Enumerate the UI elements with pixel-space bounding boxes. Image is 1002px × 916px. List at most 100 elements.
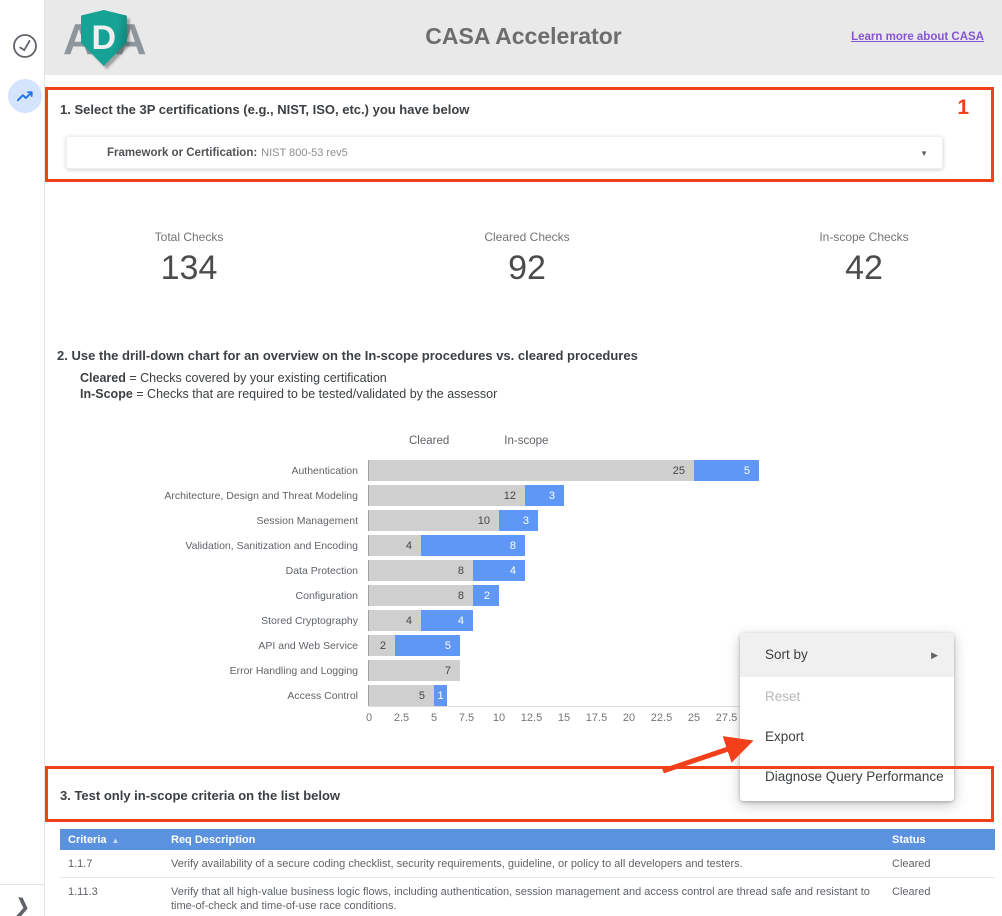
inscope-bar-segment[interactable]: 8 <box>421 535 525 556</box>
scorecard-label: In-scope Checks <box>819 230 909 244</box>
cleared-bar-segment[interactable]: 8 <box>369 560 473 581</box>
filter-label: Framework or Certification: <box>107 146 258 159</box>
menu-item-diagnose-query-performance[interactable]: Diagnose Query Performance <box>765 769 944 784</box>
expand-chevron-icon[interactable]: ❯ <box>12 894 33 916</box>
cleared-bar-segment[interactable]: 25 <box>369 460 694 481</box>
cleared-bar-segment[interactable]: 8 <box>369 585 473 606</box>
inscope-bar-segment[interactable]: 1 <box>434 685 447 706</box>
cleared-bar-segment[interactable]: 7 <box>369 660 460 681</box>
chart-legend: Cleared In-scope <box>372 435 548 447</box>
toolbar-divider <box>0 884 44 885</box>
x-tick-label: 0 <box>365 712 373 724</box>
trending-up-icon[interactable] <box>8 79 42 113</box>
chart-row: Error Handling and Logging 7 <box>45 660 759 681</box>
inscope-bar-segment[interactable]: 3 <box>525 485 564 506</box>
cleared-swatch <box>372 435 402 447</box>
scorecard-label: Total Checks <box>154 230 224 244</box>
criteria-table-header: Criteria ▲ Req Description Status <box>60 829 995 850</box>
chart-row: Configuration 8 2 <box>45 585 759 606</box>
bar-value: 5 <box>418 689 425 702</box>
category-label: Data Protection <box>285 564 358 577</box>
x-tick-label: 15 <box>557 712 571 724</box>
category-label: Architecture, Design and Threat Modeling <box>164 489 358 502</box>
bar-value: 4 <box>457 614 464 627</box>
cleared-bar-segment[interactable]: 5 <box>369 685 434 706</box>
x-tick-label: 5 <box>430 712 438 724</box>
cleared-bar-segment[interactable]: 10 <box>369 510 499 531</box>
cleared-definition: Cleared = Checks covered by your existin… <box>80 371 387 385</box>
category-label: Stored Cryptography <box>261 614 358 627</box>
scorecard-label: Cleared Checks <box>484 230 570 244</box>
table-row: 1.1.7 Verify availability of a secure cod… <box>60 850 995 878</box>
chart-row: Data Protection 8 4 <box>45 560 759 581</box>
inscope-bar-segment[interactable]: 4 <box>473 560 525 581</box>
inscope-bar-segment[interactable]: 5 <box>694 460 759 481</box>
bar-value: 3 <box>548 489 555 502</box>
bar-value: 25 <box>672 464 685 477</box>
x-tick-label: 2.5 <box>393 712 410 724</box>
chart-context-menu: Sort by ▶ Reset Export Diagnose Query Perfor… <box>740 633 954 801</box>
inscope-bar-segment[interactable]: 3 <box>499 510 538 531</box>
ada-logo: A D A <box>63 6 147 68</box>
x-axis-ticks: 0 2.5 5 7.5 10 12.5 15 17.5 20 22.5 25 27.5 <box>365 712 789 726</box>
framework-filter-dropdown[interactable]: Framework or Certification: NIST 800-53 … <box>66 136 943 169</box>
menu-item-sort-by[interactable]: Sort by ▶ <box>740 633 954 677</box>
filter-value: NIST 800-53 rev5 <box>261 146 348 159</box>
category-label: Validation, Sanitization and Encoding <box>185 539 358 552</box>
legend-cleared: Cleared <box>372 435 449 447</box>
column-header-criteria[interactable]: Criteria ▲ <box>60 829 163 850</box>
learn-more-link[interactable]: Learn more about CASA <box>851 31 984 43</box>
table-row: 1.11.3 Verify that all high-value busines… <box>60 877 995 916</box>
scorecard-cleared-checks: Cleared Checks 92 <box>417 230 637 288</box>
bar-group: 7 <box>368 660 460 681</box>
category-label: Session Management <box>256 514 358 527</box>
bar-group: 25 5 <box>368 460 759 481</box>
scorecard-value: 92 <box>508 249 546 287</box>
x-tick-label: 10 <box>492 712 506 724</box>
section3-annotation-box: 3. Test only in-scope criteria on the li… <box>45 766 994 822</box>
bar-value: 4 <box>405 539 412 552</box>
column-header-status[interactable]: Status <box>884 829 995 850</box>
bar-value: 10 <box>477 514 490 527</box>
drilldown-bar-chart: Cleared In-scope Authentication 25 5 Archit… <box>45 430 785 725</box>
bar-value: 8 <box>457 564 464 577</box>
inscope-bar-segment[interactable]: 5 <box>395 635 460 656</box>
scorecard-value: 134 <box>160 249 218 287</box>
sort-arrow-icon: ▲ <box>111 835 120 845</box>
cleared-bar-segment[interactable]: 4 <box>369 610 421 631</box>
x-tick-label: 7.5 <box>458 712 475 724</box>
category-label: API and Web Service <box>258 639 358 652</box>
category-label: Error Handling and Logging <box>229 664 358 677</box>
inscope-bar-segment[interactable]: 2 <box>473 585 499 606</box>
inscope-definition: In-Scope = Checks that are required to b… <box>80 387 498 401</box>
bar-value: 1 <box>437 689 444 702</box>
chevron-down-icon[interactable]: ▼ <box>920 149 928 158</box>
chart-row: Access Control 5 1 <box>45 685 759 706</box>
x-tick-label: 12.5 <box>520 712 543 724</box>
column-header-req-description[interactable]: Req Description <box>163 829 884 850</box>
menu-item-reset: Reset <box>765 689 801 704</box>
menu-item-export[interactable]: Export <box>765 729 805 744</box>
bar-value: 5 <box>444 639 451 652</box>
bar-group: 12 3 <box>368 485 564 506</box>
chart-row: Validation, Sanitization and Encoding 4 8 <box>45 535 759 556</box>
cleared-bar-segment[interactable]: 4 <box>369 535 421 556</box>
page-title: CASA Accelerator <box>425 23 622 49</box>
category-label: Configuration <box>295 589 358 602</box>
x-tick-label: 17.5 <box>585 712 608 724</box>
cleared-bar-segment[interactable]: 2 <box>369 635 395 656</box>
bar-value: 12 <box>503 489 516 502</box>
inscope-bar-segment[interactable]: 4 <box>421 610 473 631</box>
section1-annotation-box: 1. Select the 3P certifications (e.g., N… <box>45 87 994 182</box>
check-circle-icon[interactable] <box>11 32 39 60</box>
chart-row: Architecture, Design and Threat Modeling… <box>45 485 759 506</box>
bar-value: 2 <box>483 589 490 602</box>
x-tick-label: 25 <box>687 712 701 724</box>
cleared-bar-segment[interactable]: 12 <box>369 485 525 506</box>
section3-heading: 3. Test only in-scope criteria on the li… <box>60 788 341 803</box>
